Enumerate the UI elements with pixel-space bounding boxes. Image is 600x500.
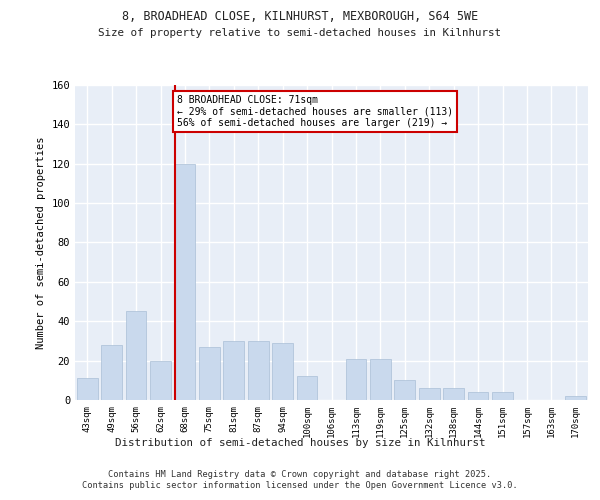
Bar (125, 312, 146, 400)
Bar (419, 388, 440, 400)
Text: Size of property relative to semi-detached houses in Kilnhurst: Size of property relative to semi-detach… (98, 28, 502, 38)
Bar (150, 360, 171, 400)
Bar (370, 358, 391, 400)
Text: Distribution of semi-detached houses by size in Kilnhurst: Distribution of semi-detached houses by … (115, 438, 485, 448)
Text: 8, BROADHEAD CLOSE, KILNHURST, MEXBOROUGH, S64 5WE: 8, BROADHEAD CLOSE, KILNHURST, MEXBOROUG… (122, 10, 478, 23)
Bar (443, 388, 464, 400)
Bar (175, 164, 196, 400)
Bar (296, 376, 317, 400)
Bar (272, 343, 293, 400)
Bar (77, 378, 98, 400)
Bar (394, 380, 415, 400)
Y-axis label: Number of semi-detached properties: Number of semi-detached properties (36, 136, 46, 349)
Bar (346, 358, 367, 400)
Bar (565, 396, 586, 400)
Bar (248, 341, 269, 400)
Text: 8 BROADHEAD CLOSE: 71sqm
← 29% of semi-detached houses are smaller (113)
56% of : 8 BROADHEAD CLOSE: 71sqm ← 29% of semi-d… (177, 95, 453, 128)
Bar (199, 347, 220, 400)
Bar (223, 341, 244, 400)
Text: Contains HM Land Registry data © Crown copyright and database right 2025.
Contai: Contains HM Land Registry data © Crown c… (82, 470, 518, 490)
Bar (101, 345, 122, 400)
Bar (492, 392, 513, 400)
Bar (467, 392, 488, 400)
